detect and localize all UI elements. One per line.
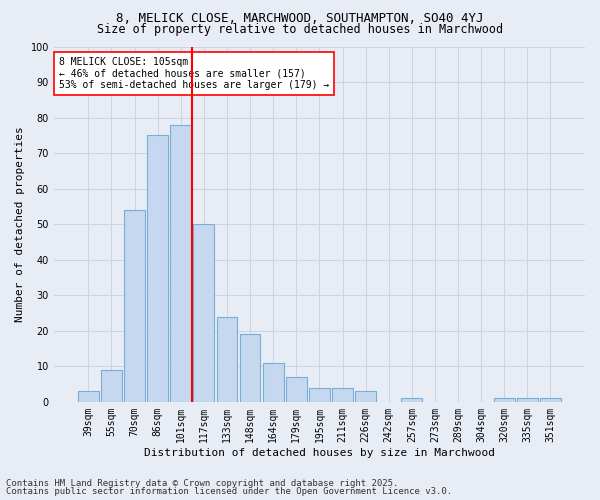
Bar — [124, 210, 145, 402]
Bar — [170, 124, 191, 402]
Bar — [494, 398, 515, 402]
Bar — [263, 362, 284, 402]
Bar — [401, 398, 422, 402]
Bar — [286, 377, 307, 402]
Bar — [332, 388, 353, 402]
Bar — [78, 391, 99, 402]
Text: Size of property relative to detached houses in Marchwood: Size of property relative to detached ho… — [97, 22, 503, 36]
Bar — [193, 224, 214, 402]
Bar — [147, 136, 168, 402]
Bar — [517, 398, 538, 402]
Bar — [239, 334, 260, 402]
Bar — [355, 391, 376, 402]
Text: 8, MELICK CLOSE, MARCHWOOD, SOUTHAMPTON, SO40 4YJ: 8, MELICK CLOSE, MARCHWOOD, SOUTHAMPTON,… — [116, 12, 484, 26]
Text: 8 MELICK CLOSE: 105sqm
← 46% of detached houses are smaller (157)
53% of semi-de: 8 MELICK CLOSE: 105sqm ← 46% of detached… — [59, 57, 329, 90]
Bar — [217, 316, 238, 402]
Text: Contains HM Land Registry data © Crown copyright and database right 2025.: Contains HM Land Registry data © Crown c… — [6, 478, 398, 488]
X-axis label: Distribution of detached houses by size in Marchwood: Distribution of detached houses by size … — [144, 448, 495, 458]
Bar — [540, 398, 561, 402]
Text: Contains public sector information licensed under the Open Government Licence v3: Contains public sector information licen… — [6, 487, 452, 496]
Bar — [309, 388, 330, 402]
Bar — [101, 370, 122, 402]
Y-axis label: Number of detached properties: Number of detached properties — [15, 126, 25, 322]
